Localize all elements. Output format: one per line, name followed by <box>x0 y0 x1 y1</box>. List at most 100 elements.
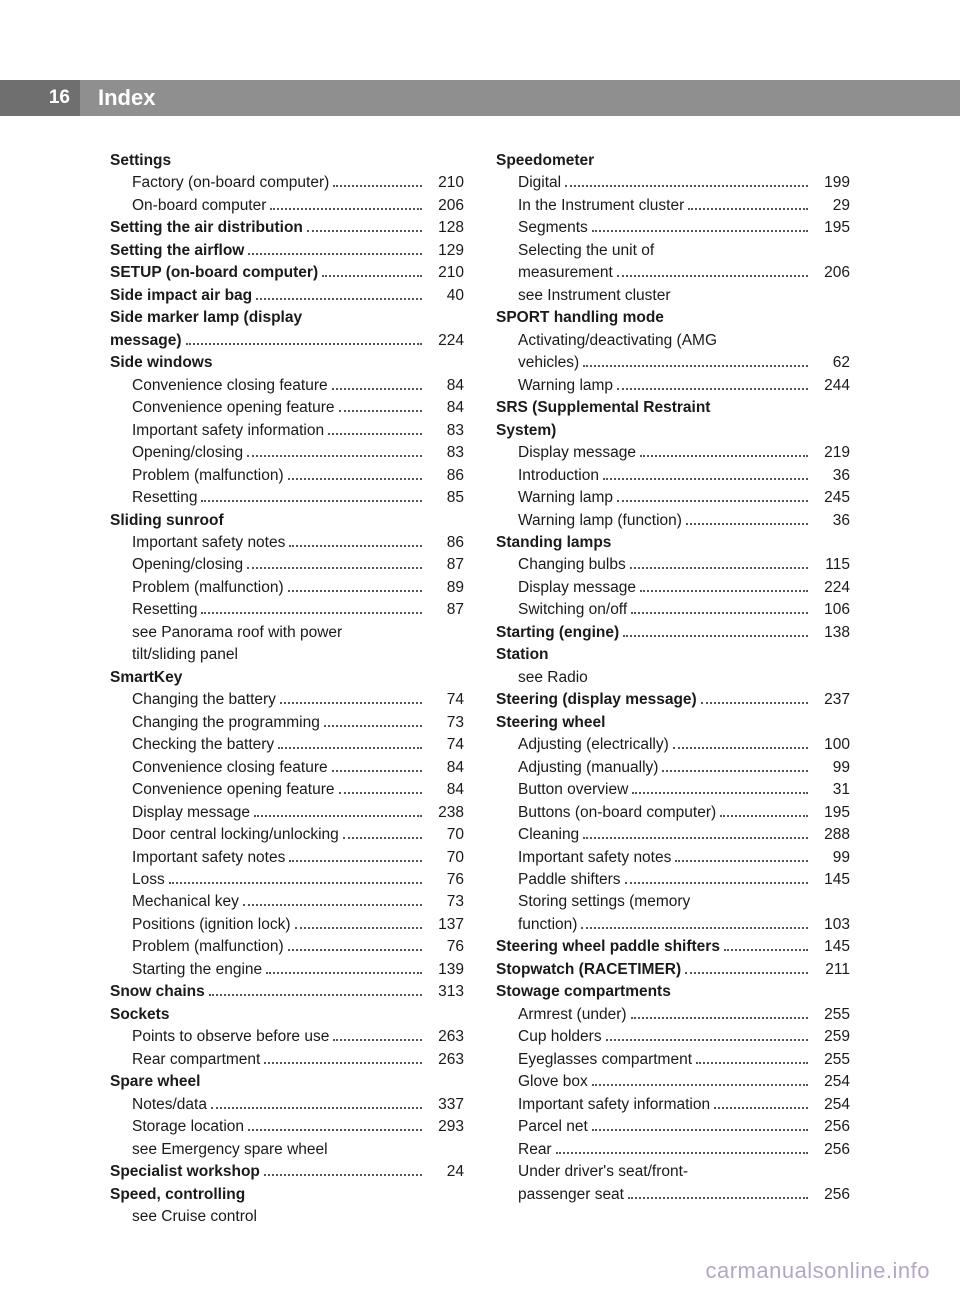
index-entry: Specialist workshop24 <box>110 1161 464 1183</box>
index-label: Problem (malfunction) <box>132 936 284 958</box>
leader-dots <box>688 198 808 210</box>
index-label: Buttons (on-board computer) <box>518 802 716 824</box>
index-label: Problem (malfunction) <box>132 465 284 487</box>
index-page: 195 <box>812 217 850 239</box>
index-entry: SPORT handling mode <box>496 307 850 329</box>
index-page: 245 <box>812 487 850 509</box>
index-page: 103 <box>812 914 850 936</box>
index-page: 36 <box>812 465 850 487</box>
index-label: see Radio <box>518 667 588 689</box>
index-content: SettingsFactory (on-board computer)210On… <box>110 150 850 1229</box>
index-label: see Instrument cluster <box>518 285 670 307</box>
leader-dots <box>332 759 422 771</box>
index-page: 210 <box>426 172 464 194</box>
header-title: Index <box>80 85 155 111</box>
index-page: 99 <box>812 757 850 779</box>
index-page: 206 <box>812 262 850 284</box>
index-page: 238 <box>426 802 464 824</box>
index-label: Speedometer <box>496 150 594 172</box>
index-label: System) <box>496 420 556 442</box>
index-entry: Stowage compartments <box>496 981 850 1003</box>
index-entry: Stopwatch (RACETIMER)211 <box>496 959 850 981</box>
index-page: 76 <box>426 936 464 958</box>
index-page: 195 <box>812 802 850 824</box>
index-page: 84 <box>426 375 464 397</box>
index-page: 263 <box>426 1049 464 1071</box>
leader-dots <box>247 445 422 457</box>
leader-dots <box>289 849 422 861</box>
index-label: Activating/deactivating (AMG <box>518 330 717 352</box>
index-entry: On-board computer206 <box>110 195 464 217</box>
index-label: see Emergency spare wheel <box>132 1139 328 1161</box>
index-label: Storage location <box>132 1116 244 1138</box>
index-entry: Convenience closing feature84 <box>110 757 464 779</box>
index-page: 145 <box>812 869 850 891</box>
index-page: 62 <box>812 352 850 374</box>
leader-dots <box>720 804 808 816</box>
index-label: Under driver's seat/front- <box>518 1161 688 1183</box>
leader-dots <box>333 175 422 187</box>
leader-dots <box>623 624 808 636</box>
index-entry: Important safety information254 <box>496 1094 850 1116</box>
index-label: Digital <box>518 172 561 194</box>
leader-dots <box>169 872 422 884</box>
index-page: 255 <box>812 1004 850 1026</box>
index-entry: Snow chains313 <box>110 981 464 1003</box>
index-page: 288 <box>812 824 850 846</box>
index-page: 256 <box>812 1139 850 1161</box>
index-entry: Display message238 <box>110 802 464 824</box>
leader-dots <box>583 355 808 367</box>
index-entry: Standing lamps <box>496 532 850 554</box>
index-page: 87 <box>426 554 464 576</box>
leader-dots <box>248 1119 422 1131</box>
leader-dots <box>617 377 808 389</box>
index-entry: Setting the airflow129 <box>110 240 464 262</box>
leader-dots <box>603 467 808 479</box>
index-entry: Adjusting (electrically)100 <box>496 734 850 756</box>
index-page: 199 <box>812 172 850 194</box>
index-entry: see Panorama roof with power <box>110 622 464 644</box>
index-entry: Changing the battery74 <box>110 689 464 711</box>
index-label: Points to observe before use <box>132 1026 329 1048</box>
index-label: Problem (malfunction) <box>132 577 284 599</box>
index-label: Important safety information <box>132 420 324 442</box>
index-entry: Important safety notes99 <box>496 847 850 869</box>
index-entry: Display message224 <box>496 577 850 599</box>
index-label: In the Instrument cluster <box>518 195 684 217</box>
leader-dots <box>606 1029 808 1041</box>
index-entry: Setting the air distribution128 <box>110 217 464 239</box>
leader-dots <box>673 737 808 749</box>
index-entry: function)103 <box>496 914 850 936</box>
index-label: Button overview <box>518 779 628 801</box>
index-entry: Spare wheel <box>110 1071 464 1093</box>
index-label: Snow chains <box>110 981 205 1003</box>
index-page: 74 <box>426 734 464 756</box>
leader-dots <box>288 467 422 479</box>
index-label: Resetting <box>132 599 197 621</box>
index-entry: see Instrument cluster <box>496 285 850 307</box>
index-label: Warning lamp (function) <box>518 510 682 532</box>
index-label: Storing settings (memory <box>518 891 690 913</box>
index-page: 85 <box>426 487 464 509</box>
index-label: Opening/closing <box>132 554 243 576</box>
index-entry: see Radio <box>496 667 850 689</box>
index-entry: Digital 199 <box>496 172 850 194</box>
index-label: Changing the battery <box>132 689 276 711</box>
index-page: 224 <box>812 577 850 599</box>
index-label: Station <box>496 644 549 666</box>
index-entry: Storing settings (memory <box>496 891 850 913</box>
index-entry: tilt/sliding panel <box>110 644 464 666</box>
index-label: On-board computer <box>132 195 266 217</box>
index-label: Adjusting (electrically) <box>518 734 669 756</box>
index-entry: Adjusting (manually)99 <box>496 757 850 779</box>
index-entry: Mechanical key73 <box>110 891 464 913</box>
index-entry: Speedometer <box>496 150 850 172</box>
index-entry: Door central locking/unlocking70 <box>110 824 464 846</box>
index-label: Opening/closing <box>132 442 243 464</box>
index-label: Setting the airflow <box>110 240 244 262</box>
index-page: 73 <box>426 891 464 913</box>
index-entry: Activating/deactivating (AMG <box>496 330 850 352</box>
index-page: 84 <box>426 757 464 779</box>
index-label: Switching on/off <box>518 599 627 621</box>
index-entry: Side marker lamp (display <box>110 307 464 329</box>
